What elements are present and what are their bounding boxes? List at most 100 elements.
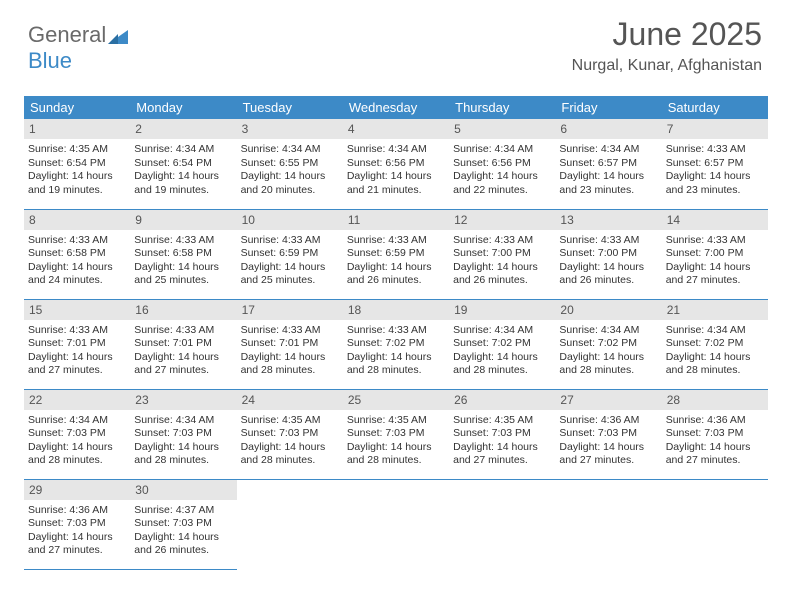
day-number: 23	[130, 390, 236, 410]
day-number: 25	[343, 390, 449, 410]
calendar-cell-empty	[555, 479, 661, 569]
day-details: Sunrise: 4:35 AMSunset: 7:03 PMDaylight:…	[237, 410, 343, 475]
day-details: Sunrise: 4:34 AMSunset: 6:56 PMDaylight:…	[449, 139, 555, 204]
day-number: 12	[449, 210, 555, 230]
day-details: Sunrise: 4:37 AMSunset: 7:03 PMDaylight:…	[130, 500, 236, 565]
calendar-cell: 14Sunrise: 4:33 AMSunset: 7:00 PMDayligh…	[662, 209, 768, 299]
day-details: Sunrise: 4:36 AMSunset: 7:03 PMDaylight:…	[555, 410, 661, 475]
logo-text-2: Blue	[28, 48, 72, 73]
day-number: 16	[130, 300, 236, 320]
day-details: Sunrise: 4:36 AMSunset: 7:03 PMDaylight:…	[24, 500, 130, 565]
calendar-cell-empty	[449, 479, 555, 569]
day-details: Sunrise: 4:33 AMSunset: 6:58 PMDaylight:…	[24, 230, 130, 295]
calendar-cell: 24Sunrise: 4:35 AMSunset: 7:03 PMDayligh…	[237, 389, 343, 479]
calendar-cell: 20Sunrise: 4:34 AMSunset: 7:02 PMDayligh…	[555, 299, 661, 389]
day-number: 4	[343, 119, 449, 139]
weekday-header: Thursday	[449, 96, 555, 119]
day-details: Sunrise: 4:34 AMSunset: 7:02 PMDaylight:…	[449, 320, 555, 385]
calendar-cell: 7Sunrise: 4:33 AMSunset: 6:57 PMDaylight…	[662, 119, 768, 209]
calendar-cell: 16Sunrise: 4:33 AMSunset: 7:01 PMDayligh…	[130, 299, 236, 389]
day-number: 28	[662, 390, 768, 410]
day-number: 17	[237, 300, 343, 320]
weekday-header: Sunday	[24, 96, 130, 119]
day-details: Sunrise: 4:35 AMSunset: 7:03 PMDaylight:…	[343, 410, 449, 475]
calendar-cell: 19Sunrise: 4:34 AMSunset: 7:02 PMDayligh…	[449, 299, 555, 389]
calendar-cell-empty	[237, 479, 343, 569]
day-details: Sunrise: 4:33 AMSunset: 7:01 PMDaylight:…	[237, 320, 343, 385]
calendar-cell: 23Sunrise: 4:34 AMSunset: 7:03 PMDayligh…	[130, 389, 236, 479]
day-details: Sunrise: 4:33 AMSunset: 7:00 PMDaylight:…	[662, 230, 768, 295]
weekday-header: Friday	[555, 96, 661, 119]
calendar-cell: 15Sunrise: 4:33 AMSunset: 7:01 PMDayligh…	[24, 299, 130, 389]
day-details: Sunrise: 4:33 AMSunset: 7:00 PMDaylight:…	[449, 230, 555, 295]
day-number: 21	[662, 300, 768, 320]
calendar-cell: 13Sunrise: 4:33 AMSunset: 7:00 PMDayligh…	[555, 209, 661, 299]
day-number: 14	[662, 210, 768, 230]
day-details: Sunrise: 4:33 AMSunset: 7:00 PMDaylight:…	[555, 230, 661, 295]
day-number: 26	[449, 390, 555, 410]
day-number: 30	[130, 480, 236, 500]
calendar-cell: 18Sunrise: 4:33 AMSunset: 7:02 PMDayligh…	[343, 299, 449, 389]
day-details: Sunrise: 4:33 AMSunset: 7:01 PMDaylight:…	[24, 320, 130, 385]
page-title: June 2025	[572, 16, 762, 53]
calendar-row: 22Sunrise: 4:34 AMSunset: 7:03 PMDayligh…	[24, 389, 768, 479]
day-details: Sunrise: 4:33 AMSunset: 6:58 PMDaylight:…	[130, 230, 236, 295]
calendar-row: 15Sunrise: 4:33 AMSunset: 7:01 PMDayligh…	[24, 299, 768, 389]
day-number: 19	[449, 300, 555, 320]
day-details: Sunrise: 4:34 AMSunset: 7:03 PMDaylight:…	[24, 410, 130, 475]
calendar-cell: 12Sunrise: 4:33 AMSunset: 7:00 PMDayligh…	[449, 209, 555, 299]
day-number: 29	[24, 480, 130, 500]
day-details: Sunrise: 4:33 AMSunset: 6:57 PMDaylight:…	[662, 139, 768, 204]
day-details: Sunrise: 4:34 AMSunset: 7:02 PMDaylight:…	[555, 320, 661, 385]
day-details: Sunrise: 4:34 AMSunset: 6:56 PMDaylight:…	[343, 139, 449, 204]
day-number: 10	[237, 210, 343, 230]
day-details: Sunrise: 4:35 AMSunset: 7:03 PMDaylight:…	[449, 410, 555, 475]
calendar-cell: 17Sunrise: 4:33 AMSunset: 7:01 PMDayligh…	[237, 299, 343, 389]
day-details: Sunrise: 4:34 AMSunset: 6:55 PMDaylight:…	[237, 139, 343, 204]
day-number: 13	[555, 210, 661, 230]
logo: General Blue	[28, 22, 128, 74]
day-number: 1	[24, 119, 130, 139]
calendar-cell: 8Sunrise: 4:33 AMSunset: 6:58 PMDaylight…	[24, 209, 130, 299]
day-details: Sunrise: 4:33 AMSunset: 6:59 PMDaylight:…	[343, 230, 449, 295]
day-details: Sunrise: 4:34 AMSunset: 6:54 PMDaylight:…	[130, 139, 236, 204]
day-details: Sunrise: 4:33 AMSunset: 7:01 PMDaylight:…	[130, 320, 236, 385]
calendar-cell: 28Sunrise: 4:36 AMSunset: 7:03 PMDayligh…	[662, 389, 768, 479]
day-number: 24	[237, 390, 343, 410]
header: June 2025 Nurgal, Kunar, Afghanistan	[572, 16, 762, 75]
day-number: 20	[555, 300, 661, 320]
weekday-header: Monday	[130, 96, 236, 119]
calendar-cell: 6Sunrise: 4:34 AMSunset: 6:57 PMDaylight…	[555, 119, 661, 209]
calendar-cell-empty	[662, 479, 768, 569]
day-number: 5	[449, 119, 555, 139]
calendar-cell: 22Sunrise: 4:34 AMSunset: 7:03 PMDayligh…	[24, 389, 130, 479]
calendar-cell: 4Sunrise: 4:34 AMSunset: 6:56 PMDaylight…	[343, 119, 449, 209]
day-details: Sunrise: 4:35 AMSunset: 6:54 PMDaylight:…	[24, 139, 130, 204]
calendar-cell: 25Sunrise: 4:35 AMSunset: 7:03 PMDayligh…	[343, 389, 449, 479]
weekday-header: Wednesday	[343, 96, 449, 119]
weekday-header-row: SundayMondayTuesdayWednesdayThursdayFrid…	[24, 96, 768, 119]
calendar-cell: 30Sunrise: 4:37 AMSunset: 7:03 PMDayligh…	[130, 479, 236, 569]
day-number: 22	[24, 390, 130, 410]
day-number: 7	[662, 119, 768, 139]
calendar-cell: 2Sunrise: 4:34 AMSunset: 6:54 PMDaylight…	[130, 119, 236, 209]
calendar-cell-empty	[343, 479, 449, 569]
weekday-header: Saturday	[662, 96, 768, 119]
day-number: 18	[343, 300, 449, 320]
logo-text-1: General	[28, 22, 106, 47]
day-number: 8	[24, 210, 130, 230]
day-details: Sunrise: 4:34 AMSunset: 6:57 PMDaylight:…	[555, 139, 661, 204]
calendar-row: 8Sunrise: 4:33 AMSunset: 6:58 PMDaylight…	[24, 209, 768, 299]
page-subtitle: Nurgal, Kunar, Afghanistan	[572, 57, 762, 75]
calendar-cell: 1Sunrise: 4:35 AMSunset: 6:54 PMDaylight…	[24, 119, 130, 209]
day-details: Sunrise: 4:33 AMSunset: 7:02 PMDaylight:…	[343, 320, 449, 385]
calendar-cell: 5Sunrise: 4:34 AMSunset: 6:56 PMDaylight…	[449, 119, 555, 209]
day-number: 27	[555, 390, 661, 410]
calendar-row: 29Sunrise: 4:36 AMSunset: 7:03 PMDayligh…	[24, 479, 768, 569]
day-details: Sunrise: 4:33 AMSunset: 6:59 PMDaylight:…	[237, 230, 343, 295]
calendar-cell: 10Sunrise: 4:33 AMSunset: 6:59 PMDayligh…	[237, 209, 343, 299]
calendar-cell: 3Sunrise: 4:34 AMSunset: 6:55 PMDaylight…	[237, 119, 343, 209]
calendar-cell: 29Sunrise: 4:36 AMSunset: 7:03 PMDayligh…	[24, 479, 130, 569]
calendar-cell: 21Sunrise: 4:34 AMSunset: 7:02 PMDayligh…	[662, 299, 768, 389]
day-number: 11	[343, 210, 449, 230]
